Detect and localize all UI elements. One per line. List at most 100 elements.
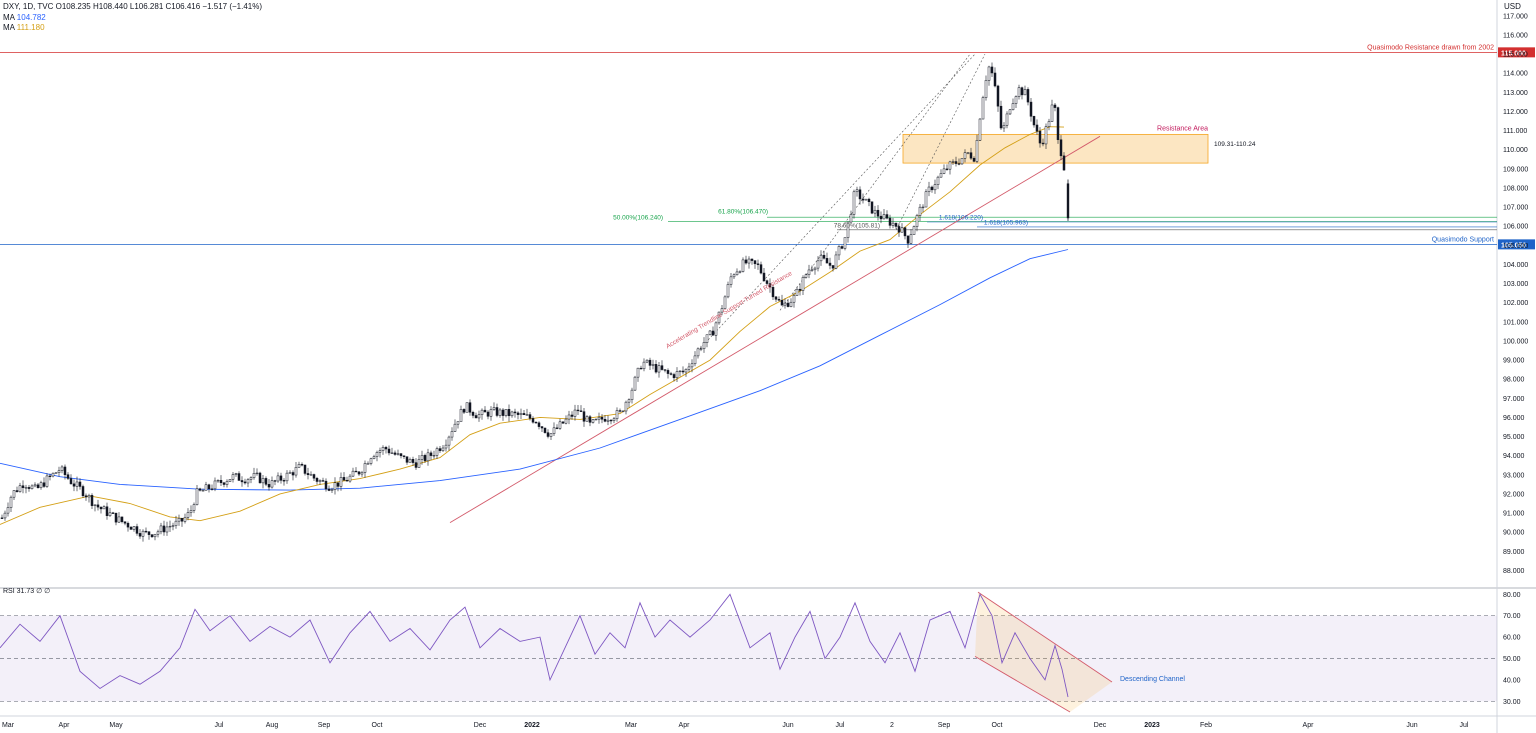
candle-body: [594, 418, 598, 421]
candle-body: [948, 161, 952, 170]
time-tick-label-4: Aug: [266, 722, 279, 729]
candle-body: [324, 480, 328, 490]
candle-body: [471, 412, 475, 416]
candle-body: [372, 456, 376, 459]
time-tick-label-18: Feb: [1200, 722, 1212, 729]
candle-body: [219, 480, 223, 484]
ma2-legend[interactable]: MA 111.180: [3, 23, 45, 32]
candle-body: [321, 480, 325, 482]
candle-body: [381, 447, 385, 451]
candle-body: [105, 506, 109, 516]
candle-body: [240, 480, 244, 483]
candle-body: [204, 484, 208, 491]
resistance-area: [902, 133, 1209, 164]
candle-body: [588, 416, 592, 423]
ma1-label: MA: [3, 13, 15, 22]
price-tick-label-17: 105.000: [1503, 243, 1528, 250]
candle-body: [744, 259, 748, 264]
resistance-area-label: Resistance Area: [1157, 125, 1208, 132]
candle-body: [903, 227, 907, 237]
candle-body: [702, 342, 706, 349]
candle-body: [756, 263, 760, 265]
candle-body: [315, 477, 319, 482]
time-tick-label-10: Apr: [679, 722, 691, 729]
candle-body: [159, 525, 163, 533]
candle-body: [318, 480, 322, 482]
candle-body: [327, 488, 331, 491]
price-tick-label-27: 115.000: [1503, 52, 1528, 59]
candle-body: [1053, 104, 1057, 108]
time-tick-label-21: Jul: [1460, 722, 1469, 729]
price-tick-label-18: 106.000: [1503, 224, 1528, 231]
time-tick-label-16: Dec: [1094, 722, 1107, 729]
candle-body: [993, 72, 997, 87]
candle-body: [153, 533, 157, 538]
candle-body: [201, 490, 205, 492]
candle-body: [879, 215, 883, 220]
candle-body: [0, 517, 4, 519]
candle-body: [390, 452, 394, 454]
candle-body: [678, 370, 682, 373]
candle-body: [432, 455, 436, 457]
rsi-tick-label-2: 50.00: [1503, 656, 1521, 663]
candle-body: [108, 512, 112, 516]
candle-body: [990, 66, 994, 74]
candle-body: [537, 422, 541, 427]
candle-body: [777, 299, 781, 301]
descending-channel-fill: [975, 592, 1112, 712]
candle-body: [408, 459, 412, 463]
time-tick-label-1: Apr: [59, 722, 71, 729]
candle-body: [606, 419, 610, 422]
time-tick-label-9: Mar: [625, 722, 638, 729]
candle-body: [1059, 139, 1063, 157]
candle-body: [675, 371, 679, 379]
candle-body: [120, 516, 124, 522]
candle-body: [669, 373, 673, 375]
candle-body: [867, 198, 871, 202]
candle-body: [951, 161, 955, 163]
candle-body: [567, 414, 571, 420]
candle-body: [357, 471, 361, 475]
candle-body: [963, 152, 967, 159]
descending-channel-upper: [977, 591, 1113, 683]
candle-body: [276, 475, 280, 482]
candle-body: [852, 191, 856, 215]
candle-body: [885, 214, 889, 219]
candle-body: [147, 531, 151, 535]
candle-body: [792, 295, 796, 303]
candle-body: [921, 206, 925, 209]
candle-body: [891, 222, 895, 226]
resistance-area-range-label: 109.31-110.24: [1214, 141, 1256, 148]
descending-channel-label: Descending Channel: [1120, 676, 1185, 683]
candle-body: [798, 288, 802, 291]
candle-body: [90, 495, 94, 506]
ma1-legend[interactable]: MA 104.782: [3, 13, 46, 22]
candle-body: [330, 489, 334, 491]
candle-body: [789, 301, 793, 307]
candle-body: [435, 448, 439, 456]
candle-body: [411, 459, 415, 463]
candle-body: [1050, 104, 1054, 122]
candle-body: [672, 374, 676, 379]
candle-body: [540, 426, 544, 429]
candle-body: [768, 283, 772, 288]
candle-body: [54, 472, 58, 474]
candle-body: [663, 369, 667, 371]
candle-body: [1041, 142, 1045, 145]
candle-body: [246, 479, 250, 484]
candle-body: [162, 525, 166, 533]
rsi-tick-label-0: 30.00: [1503, 699, 1521, 706]
candle-body: [771, 287, 775, 298]
candle-body: [132, 526, 136, 530]
candle-body: [81, 486, 85, 497]
candle-body: [558, 421, 562, 429]
candle-body: [198, 488, 202, 491]
candle-body: [414, 462, 418, 468]
time-tick-label-13: 2: [890, 722, 894, 729]
candle-body: [930, 186, 934, 191]
price-tick-label-11: 99.000: [1503, 358, 1525, 365]
candle-body: [303, 464, 307, 474]
rsi-tick-label-1: 40.00: [1503, 677, 1521, 684]
candle-body: [462, 409, 466, 413]
